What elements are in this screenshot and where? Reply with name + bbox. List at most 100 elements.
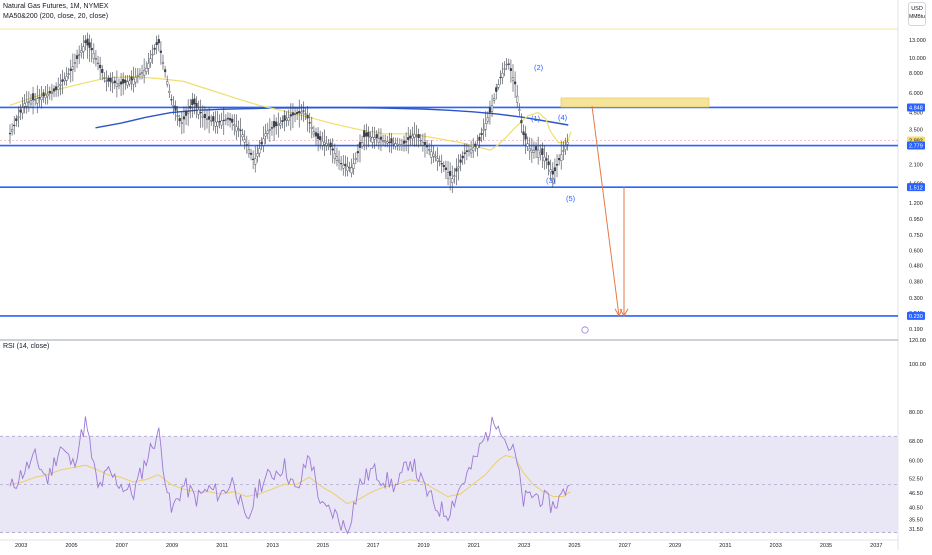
candle-body [310, 127, 313, 129]
candle-body [147, 63, 150, 69]
candle-body [337, 159, 341, 163]
rsi-tick-label: 46.50 [909, 491, 923, 497]
candle-body [405, 141, 408, 143]
candle-body [323, 142, 326, 145]
candle-body [187, 111, 190, 114]
candle-body [264, 133, 267, 137]
candle-body [352, 163, 355, 169]
time-axis-label: 2003 [15, 543, 27, 549]
candle-body [298, 111, 301, 114]
candle-body [96, 62, 100, 65]
candle-body [212, 116, 215, 122]
candle-body [354, 158, 357, 160]
candle-body [153, 47, 156, 50]
candle-body [444, 167, 448, 170]
rsi-band [0, 436, 898, 533]
candle-body [394, 143, 397, 147]
rsi-legend[interactable]: RSI (14, close) [3, 343, 50, 350]
candle-body [388, 141, 391, 144]
candle-body [469, 148, 473, 154]
candle-body [231, 118, 234, 123]
candle-body [346, 166, 349, 171]
time-axis-label: 2019 [417, 543, 429, 549]
candle-body [509, 68, 513, 71]
event-marker-icon [581, 326, 589, 334]
candle-body [501, 72, 504, 78]
candle-body [99, 64, 102, 69]
candle-body [304, 113, 307, 115]
candle-body [59, 84, 62, 86]
candle-body [50, 91, 54, 94]
candle-body [115, 83, 118, 87]
candle-body [84, 40, 87, 43]
candle-body [42, 92, 45, 97]
candle-body [25, 101, 28, 107]
candle-body [228, 118, 232, 121]
projection-arrow [591, 105, 620, 316]
candle-body [522, 131, 525, 135]
indicator-legend[interactable]: MA50&200 (200, close, 20, close) [3, 13, 109, 20]
candle-body [488, 107, 492, 113]
candle-body [335, 156, 339, 161]
candle-body [396, 143, 399, 146]
candle-body [256, 153, 259, 157]
candle-body [63, 78, 66, 82]
time-axis-label: 2007 [116, 543, 128, 549]
candle-body [222, 119, 225, 122]
candle-body [530, 149, 533, 153]
candle-body [65, 76, 68, 81]
rsi-tick-label: 60.00 [909, 458, 923, 464]
candle-body [327, 144, 330, 146]
candle-body [161, 62, 165, 64]
candle-body [392, 143, 395, 145]
candle-body [270, 127, 274, 129]
price-tick-label: 0.480 [909, 264, 923, 270]
candle-body [130, 76, 133, 81]
candle-body [75, 55, 79, 59]
candle-body [438, 160, 441, 163]
candle-body [40, 96, 43, 100]
currency-selector[interactable]: USD MMBtu [908, 2, 926, 26]
candle-body [379, 136, 383, 140]
candle-body [331, 148, 334, 151]
candle-body [124, 79, 127, 83]
candle-body [455, 168, 458, 172]
candle-body [423, 142, 427, 145]
candle-body [268, 129, 271, 131]
wave-label: (5) [566, 194, 576, 203]
candle-body [201, 115, 204, 118]
candle-body [333, 153, 336, 159]
rsi-tick-label: 52.50 [909, 476, 923, 482]
candle-body [511, 77, 515, 81]
candle-body [184, 110, 188, 116]
candle-body [361, 142, 364, 147]
candle-body [432, 153, 435, 157]
candle-body [107, 77, 110, 82]
candle-body [178, 118, 181, 122]
candle-body [520, 120, 523, 124]
candle-body [541, 148, 544, 155]
time-axis-label: 2017 [367, 543, 379, 549]
candle-body [21, 107, 24, 114]
price-tick-label: 0.750 [909, 233, 923, 239]
candle-body [80, 50, 83, 54]
candle-body [149, 58, 152, 63]
time-axis-label: 2015 [317, 543, 329, 549]
candle-body [191, 99, 194, 106]
time-axis-label: 2027 [619, 543, 631, 549]
candle-body [476, 145, 479, 149]
symbol-legend[interactable]: Natural Gas Futures, 1M, NYMEX [3, 3, 109, 10]
candle-body [78, 54, 81, 56]
time-axis-label: 2031 [719, 543, 731, 549]
candle-body [384, 140, 387, 143]
candle-body [465, 150, 468, 152]
candle-body [545, 158, 548, 161]
candle-body [293, 113, 297, 115]
candle-body [407, 137, 410, 140]
price-label-badge [907, 103, 925, 112]
candle-body [375, 134, 378, 139]
candle-body [486, 117, 489, 122]
candle-body [463, 152, 466, 154]
candle-body [562, 150, 565, 152]
